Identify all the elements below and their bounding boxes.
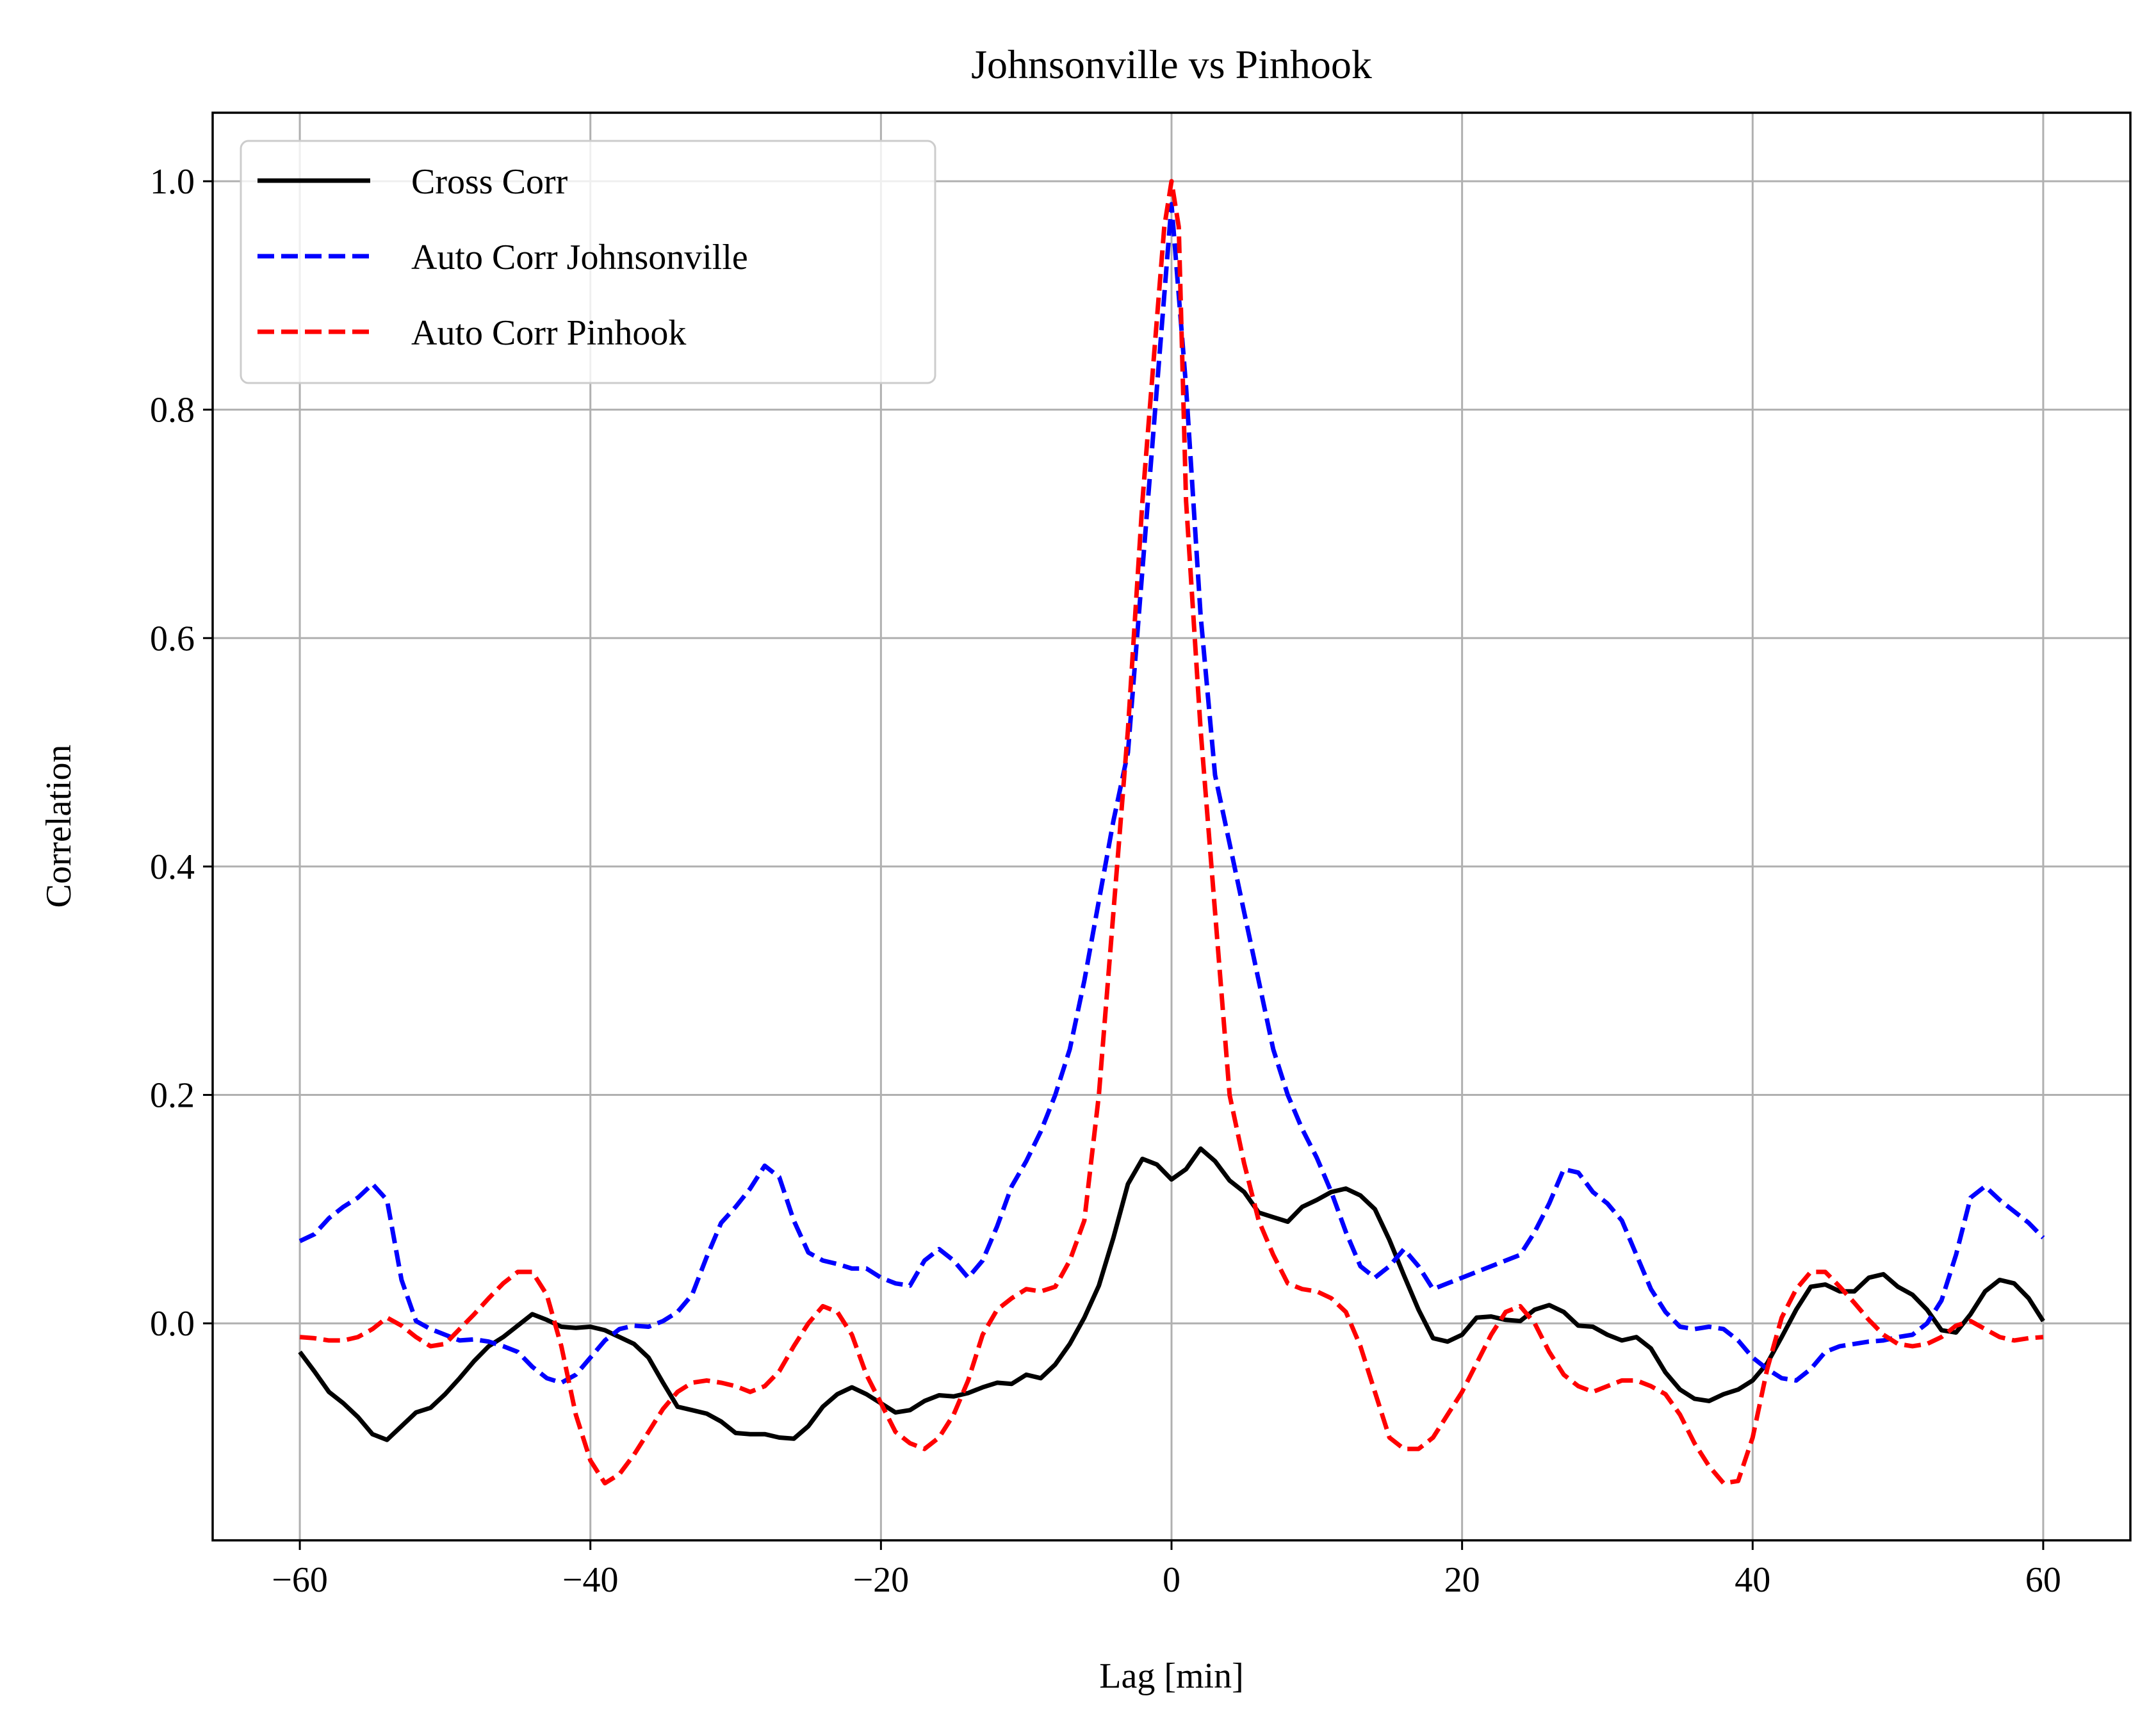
y-tick-label: 0.2 bbox=[150, 1076, 195, 1116]
y-tick-label: 1.0 bbox=[150, 162, 195, 202]
chart-title: Johnsonville vs Pinhook bbox=[971, 42, 1372, 87]
y-axis-label: Correlation bbox=[39, 744, 79, 908]
y-tick-label: 0.6 bbox=[150, 619, 195, 658]
x-tick-label: 0 bbox=[1163, 1560, 1180, 1600]
y-axis: 0.0 0.2 0.4 0.6 0.8 1.0 bbox=[150, 162, 213, 1344]
x-tick-label: 60 bbox=[2025, 1560, 2061, 1600]
x-axis-label: Lag [min] bbox=[1099, 1656, 1243, 1696]
legend-label-2: Auto Corr Johnsonville bbox=[411, 238, 748, 277]
legend: Cross Corr Auto Corr Johnsonville Auto Cor… bbox=[240, 140, 936, 384]
series-line-1 bbox=[298, 1146, 2045, 1442]
x-tick-label: 20 bbox=[1444, 1560, 1480, 1600]
legend-label-3: Auto Corr Pinhook bbox=[411, 313, 686, 353]
series-line-3 bbox=[299, 179, 2044, 1486]
x-axis: −60 −40 −20 0 20 40 60 bbox=[272, 1540, 2061, 1600]
series-line-2 bbox=[298, 202, 2045, 1385]
x-tick-label: −60 bbox=[272, 1560, 328, 1600]
x-tick-label: 40 bbox=[1735, 1560, 1770, 1600]
y-tick-label: 0.0 bbox=[150, 1304, 195, 1344]
y-tick-label: 0.4 bbox=[150, 847, 195, 887]
x-tick-label: −40 bbox=[562, 1560, 619, 1600]
legend-box bbox=[240, 140, 936, 384]
series-layer bbox=[298, 179, 2045, 1486]
x-tick-label: −20 bbox=[853, 1560, 910, 1600]
legend-label-1: Cross Corr bbox=[411, 162, 568, 202]
y-tick-label: 0.8 bbox=[150, 391, 195, 430]
